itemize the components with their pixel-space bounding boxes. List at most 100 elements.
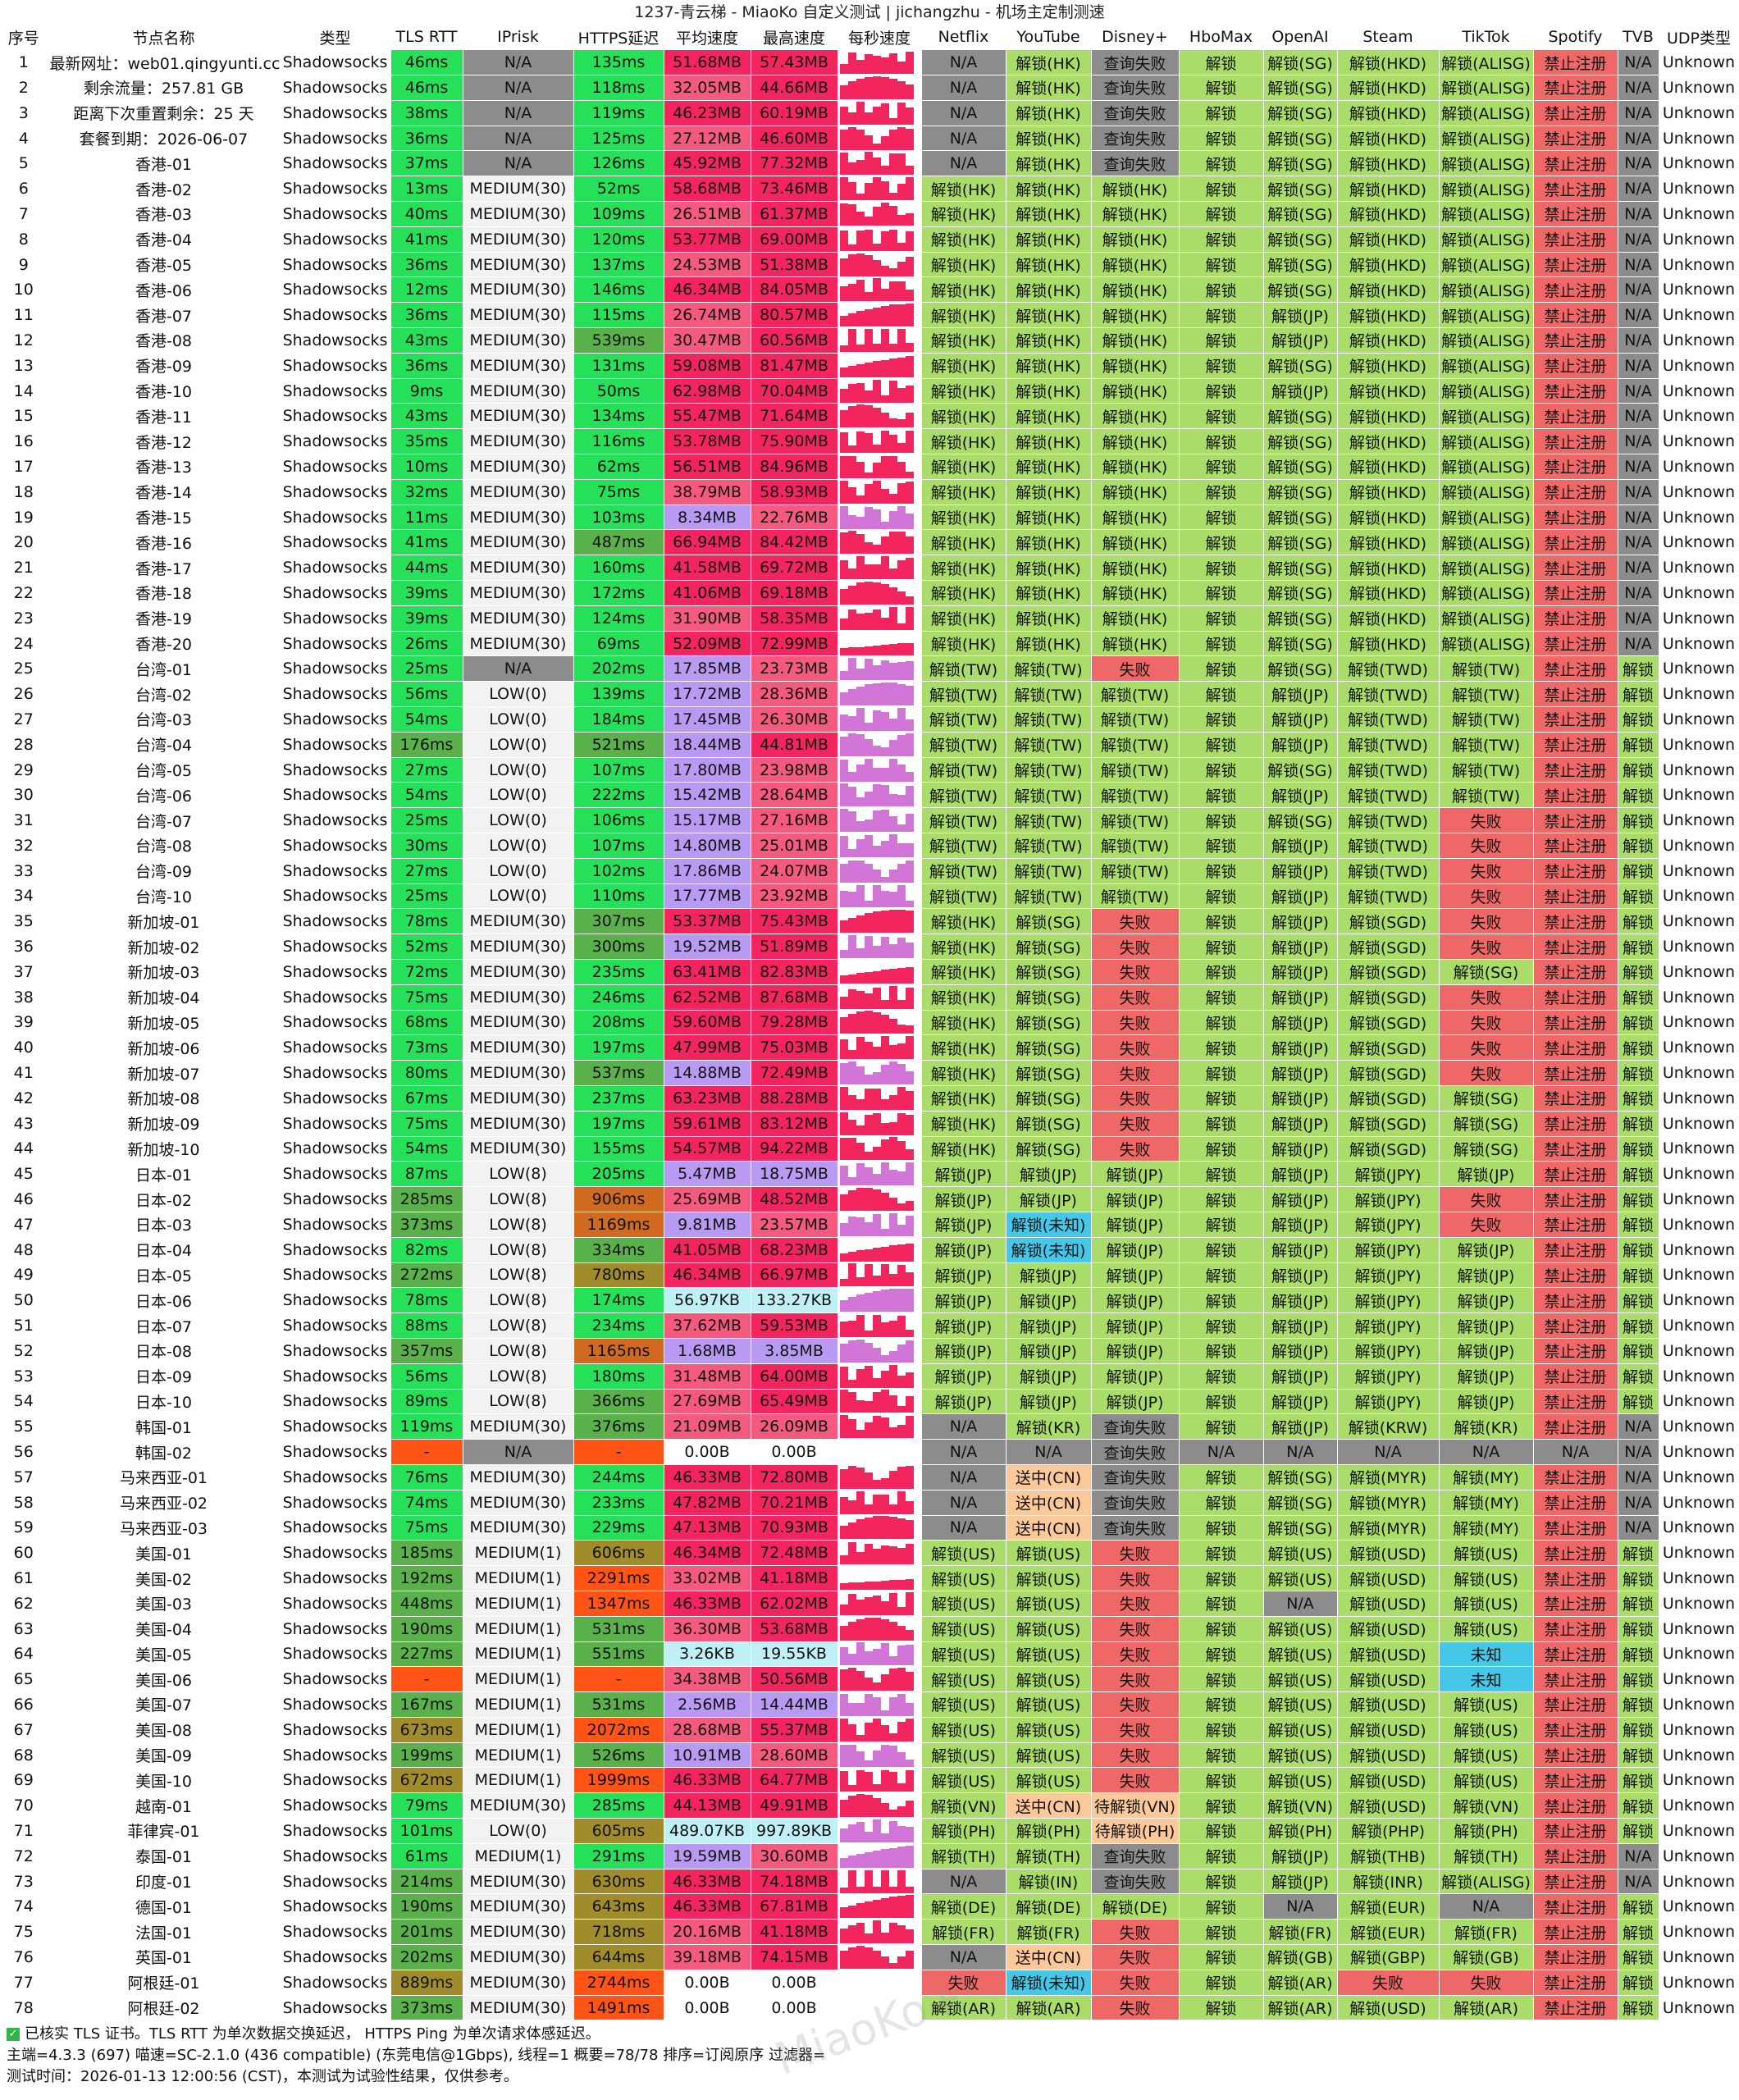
cell-tls-rtt: 11ms — [390, 504, 463, 531]
speed-sparkline-bar — [839, 736, 848, 756]
cell-udp-type: Unknown — [1659, 1540, 1739, 1567]
cell-spotify: 禁止注册 — [1533, 1666, 1618, 1693]
cell-max-speed: 74.18MB — [751, 1869, 838, 1895]
cell-iprisk: N/A — [463, 49, 574, 76]
speed-sparkline-bar — [888, 1517, 897, 1540]
cell-youtube: 解锁(US) — [1006, 1540, 1092, 1567]
speed-sparkline-bar — [880, 1193, 889, 1212]
speed-sparkline-bar — [872, 1582, 881, 1590]
cell-youtube: 解锁(US) — [1006, 1767, 1092, 1794]
cell-openai: 解锁(SG) — [1263, 631, 1338, 657]
speed-sparkline-bar — [880, 1228, 889, 1236]
speed-sparkline-bar — [888, 267, 897, 276]
cell-tls-rtt: 88ms — [390, 1312, 463, 1339]
speed-sparkline-bar — [864, 1011, 873, 1034]
speed-sparkline-bar — [905, 719, 914, 731]
speed-sparkline — [839, 1617, 920, 1641]
cell-tvb: N/A — [1618, 1464, 1659, 1491]
cell-name: 阿根廷-01 — [48, 1970, 281, 1996]
cell-max-speed: 61.37MB — [751, 201, 838, 227]
cell-spotify: 禁止注册 — [1533, 252, 1618, 278]
cell-steam: 解锁(JPY) — [1337, 1287, 1440, 1314]
cell-udp-type: Unknown — [1659, 1691, 1739, 1718]
cell-hbomax: 解锁 — [1179, 1591, 1264, 1617]
cell-steam: 解锁(TWD) — [1337, 732, 1440, 758]
cell-avg-speed: 17.72MB — [664, 681, 751, 708]
cell-tiktok: 失败 — [1439, 1010, 1534, 1036]
speed-sparkline-bar — [872, 1750, 881, 1767]
speed-sparkline-bar — [847, 1297, 856, 1312]
cell-tvb: 解锁 — [1618, 1186, 1659, 1212]
cell-tls-rtt: 176ms — [390, 732, 463, 758]
cell-openai: 解锁(JP) — [1263, 1060, 1338, 1086]
cell-netflix: N/A — [921, 1944, 1006, 1970]
cell-udp-type: Unknown — [1659, 479, 1739, 505]
speed-sparkline-bar — [847, 1263, 856, 1287]
speed-sparkline-bar — [856, 101, 865, 125]
cell-youtube: 解锁(SG) — [1006, 1034, 1092, 1061]
cell-per-sec-speed — [838, 1363, 922, 1390]
speed-sparkline-bar — [880, 488, 889, 504]
speed-sparkline-bar — [839, 588, 848, 605]
cell-https-latency: 229ms — [573, 1515, 664, 1541]
speed-sparkline-bar — [897, 505, 906, 529]
cell-max-speed: 997.89KB — [751, 1818, 838, 1844]
cell-youtube: 解锁(未知) — [1006, 1212, 1092, 1238]
speed-sparkline-bar — [864, 738, 873, 756]
cell-type: Shadowsocks — [280, 276, 391, 304]
speed-sparkline — [839, 809, 920, 833]
speed-sparkline — [839, 1011, 920, 1034]
cell-tiktok: 解锁(ALISG) — [1439, 100, 1534, 126]
cell-avg-speed: 56.51MB — [664, 454, 751, 480]
speed-sparkline-bar — [864, 1088, 873, 1110]
cell-udp-type: Unknown — [1659, 201, 1739, 227]
cell-udp-type: Unknown — [1659, 1312, 1739, 1339]
cell-type: Shadowsocks — [280, 1666, 391, 1693]
cell-spotify: 禁止注册 — [1533, 732, 1618, 758]
cell-steam: 失败 — [1337, 1970, 1440, 1996]
cell-per-sec-speed — [838, 1389, 922, 1415]
cell-disney: 查询失败 — [1091, 1439, 1180, 1465]
cell-tiktok: 解锁(JP) — [1439, 1262, 1534, 1289]
cell-spotify: 禁止注册 — [1533, 681, 1618, 708]
cell-youtube: 解锁(SG) — [1006, 959, 1092, 985]
cell-no: 29 — [0, 757, 48, 783]
speed-sparkline-bar — [880, 1744, 889, 1767]
cell-avg-speed: 19.59MB — [664, 1843, 751, 1869]
cell-disney: 失败 — [1091, 934, 1180, 960]
cell-spotify: 禁止注册 — [1533, 1034, 1618, 1061]
speed-sparkline-bar — [905, 642, 914, 655]
speed-sparkline-bar — [872, 445, 881, 454]
cell-openai: 解锁(SG) — [1263, 126, 1338, 152]
cell-spotify: 禁止注册 — [1533, 1691, 1618, 1718]
cell-hbomax: 解锁 — [1179, 403, 1264, 430]
speed-sparkline-bar — [897, 1896, 906, 1919]
speed-sparkline-bar — [880, 785, 889, 807]
speed-sparkline-bar — [880, 1162, 889, 1186]
speed-sparkline-bar — [897, 1141, 906, 1161]
cell-hbomax: 解锁 — [1179, 1666, 1264, 1693]
cell-max-speed: 72.49MB — [751, 1060, 838, 1086]
cell-steam: 解锁(JPY) — [1337, 1237, 1440, 1263]
cell-netflix: 解锁(US) — [921, 1565, 1006, 1591]
cell-iprisk: MEDIUM(30) — [463, 1944, 574, 1970]
speed-sparkline-bar — [888, 129, 897, 150]
cell-hbomax: 解锁 — [1179, 1034, 1264, 1061]
speed-sparkline-bar — [905, 1025, 914, 1034]
cell-iprisk: MEDIUM(30) — [463, 908, 574, 935]
cell-udp-type: Unknown — [1659, 1893, 1739, 1920]
cell-udp-type: Unknown — [1659, 1262, 1739, 1289]
speed-sparkline-bar — [880, 166, 889, 176]
cell-udp-type: Unknown — [1659, 504, 1739, 531]
cell-max-speed: 69.18MB — [751, 580, 838, 606]
speed-sparkline-bar — [872, 710, 881, 731]
cell-no: 65 — [0, 1666, 48, 1693]
cell-disney: 解锁(TW) — [1091, 807, 1180, 833]
speed-sparkline-bar — [905, 513, 914, 529]
cell-tls-rtt: 41ms — [390, 529, 463, 556]
cell-no: 14 — [0, 378, 48, 404]
cell-openai: 解锁(JP) — [1263, 1186, 1338, 1212]
cell-openai: 解锁(JP) — [1263, 681, 1338, 708]
cell-tls-rtt: 72ms — [390, 959, 463, 985]
speed-sparkline-bar — [864, 112, 873, 125]
